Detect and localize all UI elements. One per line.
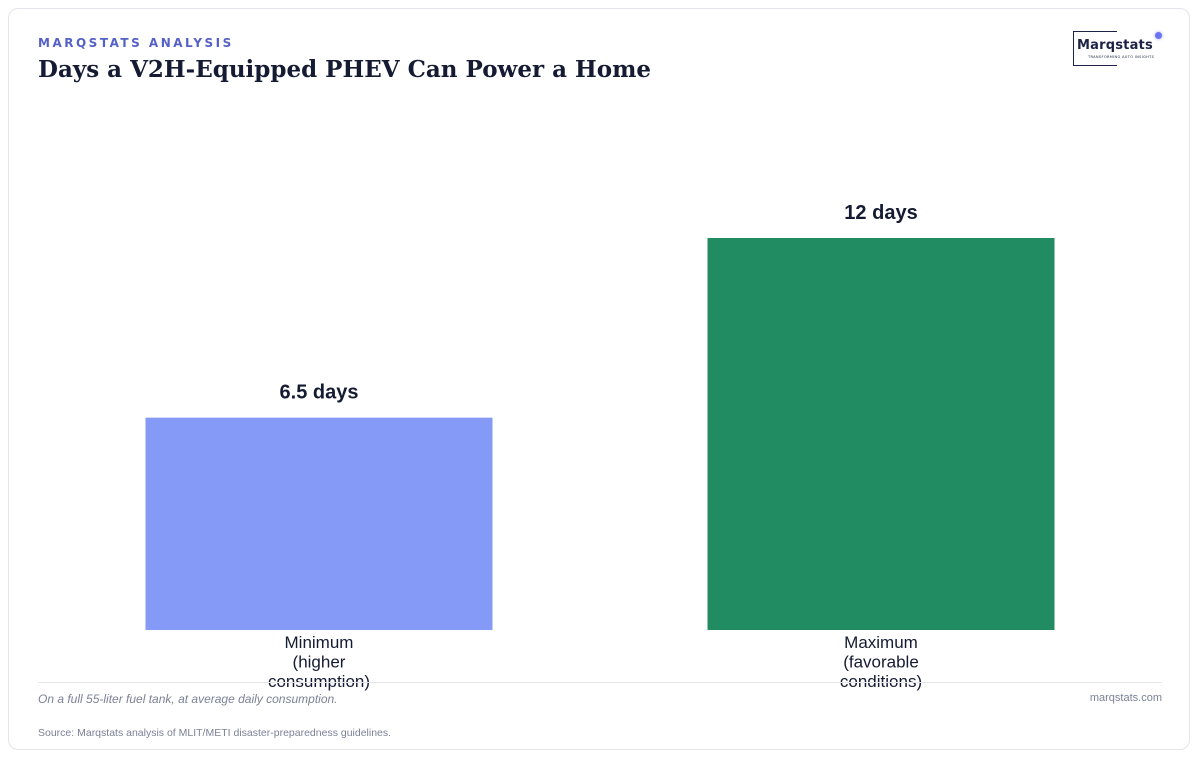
source-note: Source: Marqstats analysis of MLIT/METI … (38, 727, 392, 739)
eyebrow-label: MARQSTATS ANALYSIS (38, 36, 234, 50)
logo-frame (1073, 31, 1117, 66)
bar-value-label-0: 6.5 days (280, 382, 359, 404)
footnote: On a full 55-liter fuel tank, at average… (38, 692, 338, 706)
category-label-1: Maximum (favorable conditions) (840, 633, 922, 691)
footer-divider (38, 682, 1162, 683)
logo-wordmark: Marqstats (1077, 38, 1153, 53)
bar-value-label-1: 12 days (844, 202, 917, 224)
bar-1 (707, 238, 1055, 630)
logo-tagline: TRANSFORMING AUTO INSIGHTS (1088, 55, 1155, 59)
logo-dot-icon (1155, 32, 1162, 39)
category-label-0: Minimum (higher consumption) (268, 633, 370, 691)
brand-logo: Marqstats TRANSFORMING AUTO INSIGHTS (1072, 30, 1164, 68)
chart-title: Days a V2H-Equipped PHEV Can Power a Hom… (38, 56, 652, 83)
bar-0 (145, 417, 493, 630)
site-link[interactable]: marqstats.com (1089, 692, 1162, 704)
